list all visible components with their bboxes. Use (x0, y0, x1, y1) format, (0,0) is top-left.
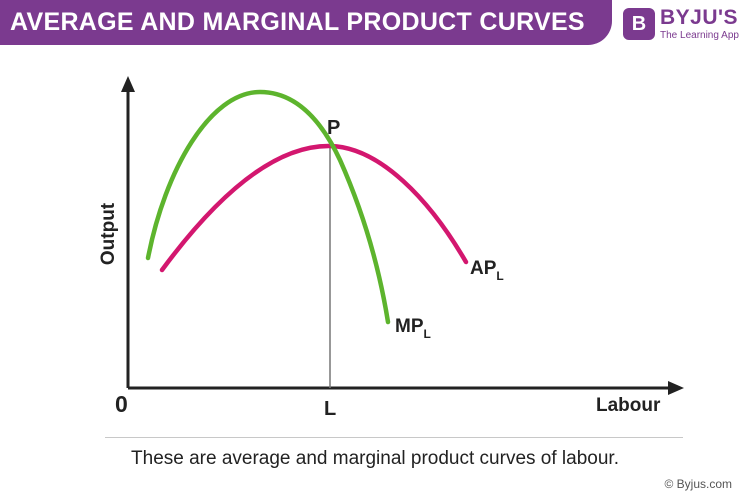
mp-curve (145, 89, 391, 325)
logo-tagline: The Learning App (660, 30, 739, 41)
intersection-label: P (327, 117, 340, 139)
x-axis-arrow-icon (668, 381, 684, 395)
origin-label: 0 (115, 391, 128, 417)
y-axis-label: Output (98, 202, 119, 265)
caption: These are average and marginal product c… (131, 448, 619, 469)
ap-curve-label: APL (470, 258, 504, 283)
title-banner: AVERAGE AND MARGINAL PRODUCT CURVES (0, 0, 612, 45)
mp-curve-label: MPL (395, 316, 431, 341)
logo-name: BYJU'S (660, 6, 739, 29)
x-marker-label: L (324, 398, 336, 420)
footer-copyright: © Byjus.com (664, 477, 732, 491)
divider (105, 437, 683, 438)
y-axis-arrow-icon (121, 76, 135, 92)
logo-mark-icon: B (623, 8, 655, 40)
x-axis-label: Labour (596, 395, 661, 416)
ap-curve (159, 143, 469, 273)
page-title: AVERAGE AND MARGINAL PRODUCT CURVES (10, 8, 585, 36)
byjus-logo[interactable]: B BYJU'S The Learning App (623, 7, 739, 41)
